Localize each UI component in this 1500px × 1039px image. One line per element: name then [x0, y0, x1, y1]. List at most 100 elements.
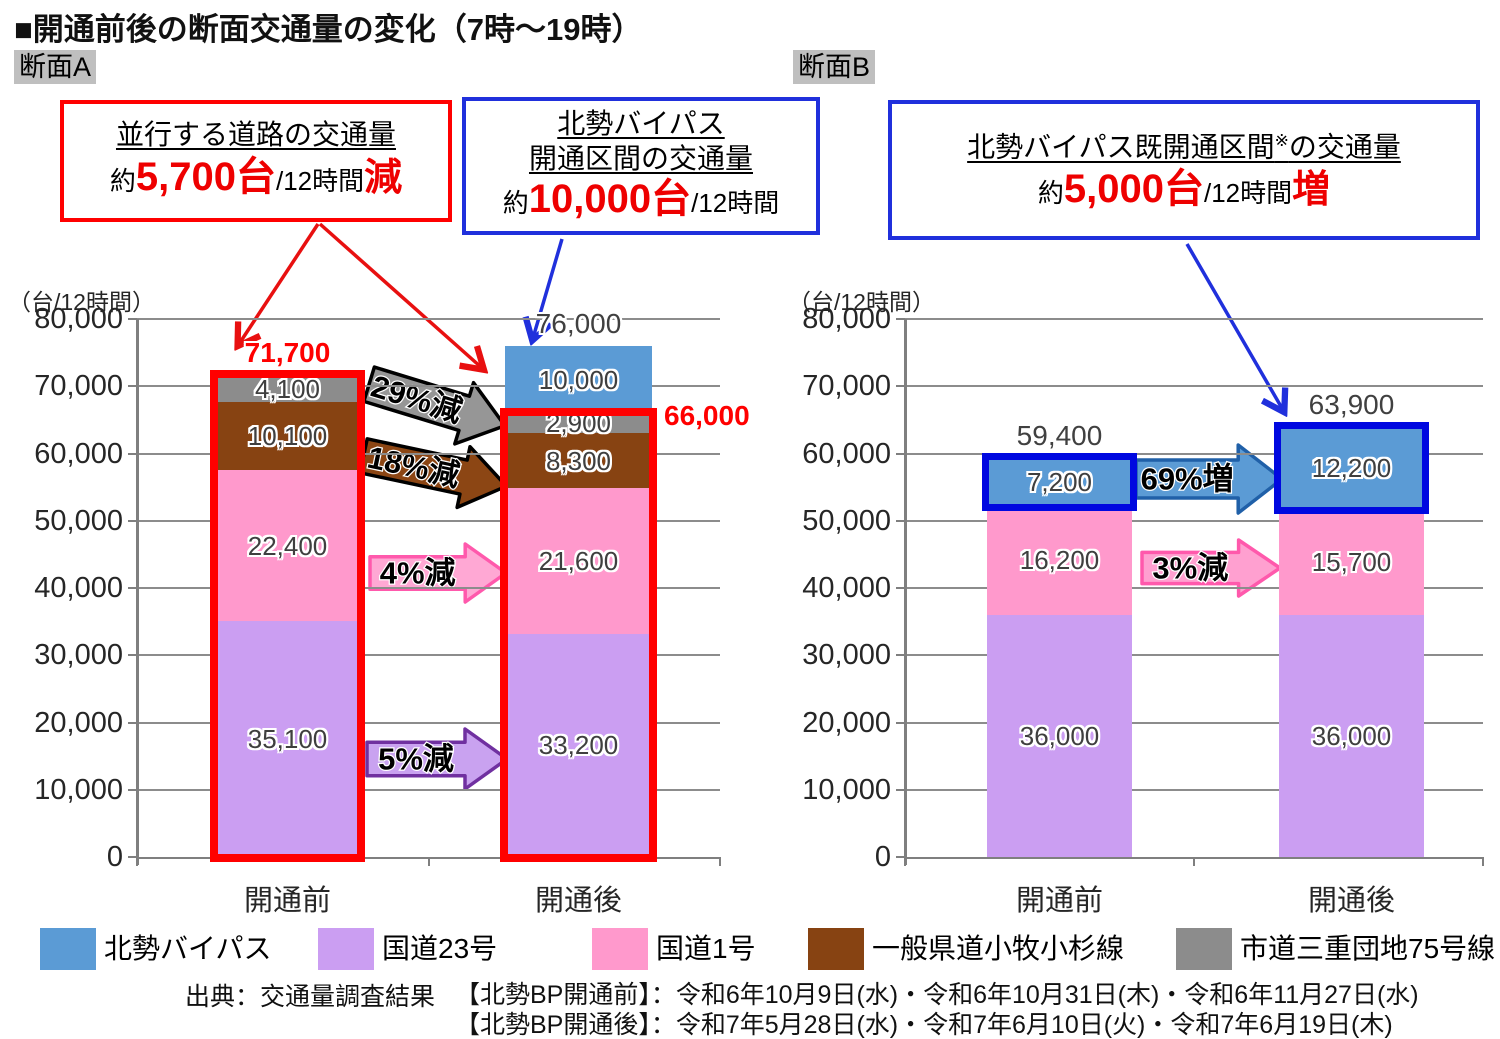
callout-parallel-roads-value: 約 5,700台/12時間減: [109, 154, 403, 199]
segment-value-label: 10,100: [247, 421, 328, 452]
y-axis-tick: [128, 587, 137, 589]
legend-swatch: [592, 928, 648, 970]
category-label: 開通前: [1015, 885, 1103, 917]
highlight-border: [1274, 422, 1429, 515]
y-axis-tick: [128, 452, 137, 455]
y-axis-tick: [128, 318, 137, 320]
bar-segment: [505, 633, 652, 857]
gridline: [137, 721, 720, 724]
y-tick-label: 10,000: [802, 773, 891, 806]
y-axis-tick: [128, 654, 137, 657]
legend-swatch: [808, 928, 864, 970]
y-tick-label: 0: [106, 841, 123, 873]
gridline: [905, 318, 1483, 320]
y-axis-tick: [896, 318, 905, 320]
arrow-label: 69%増: [1141, 462, 1234, 497]
arrow-shape: [358, 437, 509, 510]
total-value-label: 76,000: [535, 307, 622, 339]
arrow-shape: [368, 542, 508, 604]
category-label: 開通後: [1307, 885, 1395, 917]
x-axis-tick: [904, 857, 906, 866]
segment-value-label: 16,200: [1019, 545, 1100, 576]
highlight-border: [210, 369, 365, 862]
segment-value-label: 12,200: [1311, 453, 1392, 484]
callout-existing-section: 北勢バイパス既開通区間※の交通量 約 5,000台/12時間増: [888, 100, 1480, 240]
arrow-label: 4%減: [380, 556, 456, 591]
segment-value-label: 21,600: [538, 546, 619, 577]
segment-value-label: 33,200: [538, 730, 619, 761]
y-tick-label: 20,000: [802, 706, 891, 739]
total-value-label: 59,400: [1016, 419, 1103, 451]
x-axis-tick: [427, 857, 430, 866]
y-tick-label: 0: [874, 841, 891, 873]
bar-segment: [505, 432, 652, 489]
arrow-label: 18%減: [364, 440, 462, 494]
segment-value-label: 36,000: [1019, 720, 1100, 751]
bar-segment: [505, 488, 652, 634]
percent-change-arrow: 29%減: [362, 365, 507, 446]
segment-value-label: 35,100: [247, 723, 328, 754]
section-a-label: 断面A: [14, 50, 97, 84]
bar-segment: [215, 470, 360, 621]
arrow-label: 5%減: [378, 742, 454, 777]
bar-segment: [215, 402, 360, 471]
legend-swatch: [1176, 928, 1232, 970]
y-axis-tick: [128, 856, 137, 858]
segment-value-label: 15,700: [1311, 547, 1392, 578]
highlight-value-label: 66,000: [664, 400, 750, 432]
bar-segment: [987, 614, 1132, 857]
y-axis-tick: [128, 385, 137, 388]
y-axis-tick: [128, 788, 137, 791]
gridline: [137, 318, 720, 320]
connector-red-to-before-bar: [239, 223, 320, 344]
y-axis-tick: [128, 721, 137, 724]
y-tick-label: 30,000: [802, 639, 891, 672]
gridline: [137, 385, 720, 388]
y-tick-label: 70,000: [802, 370, 891, 403]
gridline: [137, 587, 720, 589]
y-axis-tick: [896, 856, 905, 858]
bar-segment: [1279, 427, 1424, 510]
y-axis-tick: [896, 587, 905, 589]
callout-parallel-roads: 並行する道路の交通量 約 5,700台/12時間減: [60, 100, 452, 222]
callout-parallel-roads-heading: 並行する道路の交通量: [115, 118, 396, 150]
y-axis-tick: [896, 452, 905, 455]
legend-label: 一般県道小牧小杉線: [872, 933, 1125, 964]
total-value-label: 63,900: [1308, 389, 1395, 421]
y-axis-tick: [896, 654, 905, 657]
total-value-label: 71,700: [244, 336, 331, 368]
y-axis-tick: [896, 385, 905, 388]
bar-segment: [505, 413, 652, 433]
segment-value-label: 8,300: [545, 445, 612, 476]
gridline: [137, 452, 720, 455]
category-label: 開通前: [243, 885, 331, 917]
gridline: [905, 385, 1483, 388]
arrow-label: 29%減: [367, 368, 466, 429]
x-axis-tick: [1193, 857, 1195, 866]
y-tick-label: 80,000: [34, 303, 123, 335]
legend-label: 国道23号: [382, 933, 498, 964]
y-axis-tick: [896, 721, 905, 724]
bar-segment: [1279, 509, 1424, 615]
x-axis-tick: [719, 857, 721, 866]
footer-survey-dates-before: 【北勢BP開通前】：令和6年10月9日(水)・令和6年10月31日(木)・令和6…: [455, 981, 1419, 1009]
y-tick-label: 70,000: [34, 370, 123, 403]
arrow-label: 3%減: [1152, 551, 1228, 586]
y-axis-tick: [896, 788, 905, 791]
bar-segment: [987, 457, 1132, 506]
y-tick-label: 40,000: [802, 572, 891, 604]
bar-segment: [987, 505, 1132, 615]
legend-label: 国道1号: [656, 933, 756, 964]
y-tick-label: 60,000: [802, 437, 891, 470]
y-axis-tick: [896, 519, 905, 522]
legend-label: 市道三重団地75号線: [1240, 933, 1496, 964]
bar-segment: [215, 620, 360, 857]
bar-segment: [215, 374, 360, 403]
arrow-shape: [365, 727, 509, 791]
arrow-shape: [1134, 443, 1284, 515]
percent-change-arrow: 5%減: [365, 727, 509, 791]
highlight-border: [500, 408, 657, 862]
y-tick-label: 50,000: [802, 504, 891, 537]
gridline: [137, 788, 720, 791]
y-tick-label: 60,000: [34, 437, 123, 470]
